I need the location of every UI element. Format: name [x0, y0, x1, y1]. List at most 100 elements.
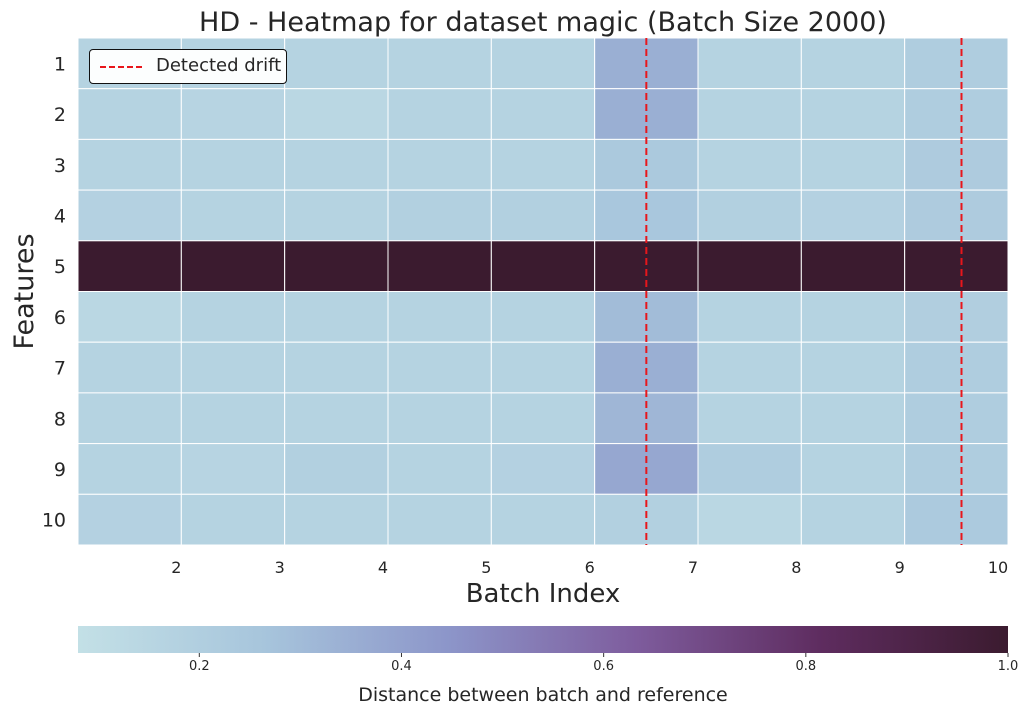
heatmap-cell: [490, 88, 596, 140]
x-tick-label: 4: [378, 558, 388, 577]
heatmap-cell: [800, 240, 906, 293]
heatmap-cell: [490, 392, 596, 445]
heatmap-cell: [697, 138, 802, 191]
heatmap-cell: [697, 341, 802, 394]
heatmap-cell: [490, 189, 596, 242]
colorbar-tick-label: 0.8: [795, 659, 816, 674]
x-tick-label: 9: [895, 558, 905, 577]
x-tick-label: 2: [171, 558, 181, 577]
heatmap-cell: [77, 189, 182, 242]
heatmap-cell: [904, 291, 1009, 343]
heatmap-cell: [387, 291, 492, 343]
heatmap-cell: [284, 291, 389, 343]
heatmap-cell: [490, 493, 596, 546]
heatmap-cell: [77, 493, 182, 546]
heatmap-cell: [490, 443, 596, 495]
heatmap-cell: [800, 392, 906, 445]
y-tick-label: 8: [54, 408, 66, 430]
y-tick-label: 4: [54, 205, 66, 227]
heatmap-cell: [387, 189, 492, 242]
heatmap-cell: [800, 37, 906, 90]
heatmap-cell: [697, 443, 802, 495]
heatmap-cell: [387, 392, 492, 445]
y-tick-label: 3: [54, 155, 66, 177]
heatmap-cell: [904, 37, 1009, 90]
heatmap-cell: [180, 493, 286, 546]
heatmap-cell: [904, 240, 1009, 293]
colorbar: [78, 626, 1008, 653]
heatmap-cell: [697, 240, 802, 293]
heatmap-cell: [904, 341, 1009, 394]
heatmap-cell: [697, 392, 802, 445]
heatmap-cell: [490, 341, 596, 394]
colorbar-tick-label: 0.2: [189, 659, 210, 674]
heatmap-cell: [800, 443, 906, 495]
heatmap-cell: [284, 37, 389, 90]
heatmap-cell: [387, 240, 492, 293]
x-tick-label: 8: [791, 558, 801, 577]
heatmap-cell: [284, 493, 389, 546]
heatmap-cell: [284, 138, 389, 191]
heatmap-cell: [77, 392, 182, 445]
legend: Detected drift: [89, 49, 287, 84]
heatmap-cell: [800, 88, 906, 140]
heatmap-cell: [180, 443, 286, 495]
y-tick-label: 6: [54, 307, 66, 329]
heatmap-cell: [490, 240, 596, 293]
heatmap-cell: [180, 291, 286, 343]
heatmap-cell: [180, 189, 286, 242]
heatmap-cell: [904, 392, 1009, 445]
heatmap-cell: [180, 341, 286, 394]
heatmap-cell: [697, 493, 802, 546]
heatmap-cell: [800, 189, 906, 242]
heatmap-cell: [284, 443, 389, 495]
heatmap-cell: [284, 240, 389, 293]
heatmap-cell: [697, 189, 802, 242]
heatmap-cell: [904, 88, 1009, 140]
heatmap-cell: [77, 138, 182, 191]
heatmap-cell: [904, 443, 1009, 495]
heatmap-cell: [77, 443, 182, 495]
colorbar-tick-label: 1.0: [998, 659, 1019, 674]
heatmap-cell: [284, 341, 389, 394]
heatmap-cell: [387, 138, 492, 191]
x-axis-label: Batch Index: [466, 579, 621, 609]
heatmap-cell: [284, 88, 389, 140]
x-tick-label: 5: [481, 558, 491, 577]
heatmap-cell: [77, 88, 182, 140]
x-tick-label: 10: [988, 558, 1008, 577]
y-tick-label: 7: [54, 358, 66, 380]
heatmap-cell: [77, 240, 182, 293]
x-tick-label: 7: [688, 558, 698, 577]
y-axis-label: Features: [9, 233, 40, 349]
heatmap-cell: [180, 88, 286, 140]
chart-title: HD - Heatmap for dataset magic (Batch Si…: [199, 7, 887, 38]
heatmap-cell: [594, 291, 699, 343]
heatmap-cell: [800, 341, 906, 394]
heatmap-cell: [387, 341, 492, 394]
heatmap-cell: [904, 493, 1009, 546]
heatmap-cell: [904, 189, 1009, 242]
y-tick-label: 10: [42, 510, 66, 532]
heatmap-cell: [180, 138, 286, 191]
y-tick-label: 1: [54, 53, 66, 75]
heatmap-cell: [387, 37, 492, 90]
heatmap-cell: [284, 392, 389, 445]
heatmap-cell: [800, 493, 906, 546]
x-tick-label: 6: [585, 558, 595, 577]
legend-drift-line-swatch: [100, 66, 142, 68]
colorbar-label: Distance between batch and reference: [358, 684, 728, 706]
heatmap-cell: [697, 88, 802, 140]
heatmap-cell: [387, 493, 492, 546]
heatmap-cell: [490, 37, 596, 90]
heatmap-cell: [490, 138, 596, 191]
y-tick-label: 5: [54, 256, 66, 278]
heatmap-cell: [800, 138, 906, 191]
y-tick-label: 9: [54, 459, 66, 481]
colorbar-tick-label: 0.6: [593, 659, 614, 674]
y-tick-label: 2: [54, 104, 66, 126]
x-tick-label: 3: [275, 558, 285, 577]
heatmap-cell: [284, 189, 389, 242]
colorbar-tick-label: 0.4: [391, 659, 412, 674]
heatmap-cell: [697, 37, 802, 90]
